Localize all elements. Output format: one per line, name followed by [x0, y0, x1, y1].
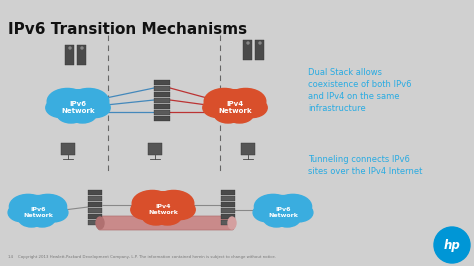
Ellipse shape [8, 203, 36, 222]
Bar [78, 45, 86, 65]
Text: IPv6
Network: IPv6 Network [23, 207, 53, 218]
Ellipse shape [39, 203, 68, 222]
Ellipse shape [226, 88, 266, 114]
Bar [88, 207, 102, 213]
Ellipse shape [203, 98, 234, 118]
Ellipse shape [274, 194, 311, 219]
Bar [241, 143, 255, 155]
Bar [244, 40, 253, 60]
Ellipse shape [214, 105, 242, 123]
Ellipse shape [154, 207, 182, 225]
Ellipse shape [29, 210, 55, 227]
Ellipse shape [274, 210, 300, 227]
Bar [154, 92, 170, 97]
Bar [88, 196, 102, 201]
Ellipse shape [259, 42, 261, 44]
Bar [221, 196, 235, 201]
Ellipse shape [237, 98, 267, 118]
Ellipse shape [9, 194, 47, 219]
Text: IPv6 Transition Mechanisms: IPv6 Transition Mechanisms [8, 22, 247, 37]
Ellipse shape [29, 194, 67, 219]
Bar [221, 207, 235, 213]
Ellipse shape [47, 88, 88, 114]
Ellipse shape [68, 88, 109, 114]
Ellipse shape [218, 102, 252, 122]
Ellipse shape [22, 207, 54, 226]
Bar [221, 219, 235, 225]
Ellipse shape [50, 90, 106, 120]
Bar [154, 85, 170, 90]
Ellipse shape [81, 47, 83, 49]
Bar [154, 110, 170, 114]
Bar [61, 143, 75, 155]
Ellipse shape [267, 207, 299, 226]
Text: Dual Stack allows
coexistence of both IPv6
and IPv4 on the same
infrastructure: Dual Stack allows coexistence of both IP… [308, 68, 411, 114]
Ellipse shape [204, 88, 245, 114]
Bar [221, 189, 235, 194]
Ellipse shape [247, 42, 249, 44]
Ellipse shape [69, 105, 97, 123]
Ellipse shape [69, 47, 71, 49]
Text: IPv4
Network: IPv4 Network [218, 101, 252, 114]
Ellipse shape [226, 105, 254, 123]
Ellipse shape [164, 200, 195, 220]
Bar [154, 103, 170, 109]
Bar [154, 98, 170, 102]
Text: hp: hp [444, 239, 460, 251]
Ellipse shape [132, 190, 173, 216]
Ellipse shape [46, 98, 77, 118]
Ellipse shape [146, 204, 180, 224]
Ellipse shape [228, 217, 236, 229]
Ellipse shape [253, 203, 282, 222]
Text: IPv6
Network: IPv6 Network [61, 101, 95, 114]
Ellipse shape [12, 196, 64, 225]
Text: Tunneling connects IPv6
sites over the IPv4 Internet: Tunneling connects IPv6 sites over the I… [308, 155, 422, 176]
FancyBboxPatch shape [98, 216, 234, 230]
Bar [88, 202, 102, 206]
Ellipse shape [154, 190, 194, 216]
Text: IPv4
Network: IPv4 Network [148, 204, 178, 215]
Ellipse shape [207, 90, 263, 120]
Bar [255, 40, 264, 60]
Bar [88, 189, 102, 194]
Circle shape [434, 227, 470, 263]
Ellipse shape [96, 217, 104, 229]
Ellipse shape [257, 196, 309, 225]
Ellipse shape [142, 207, 170, 225]
Text: 14    Copyright 2013 Hewlett-Packard Development Company, L.P. The information c: 14 Copyright 2013 Hewlett-Packard Develo… [8, 255, 276, 259]
Ellipse shape [80, 98, 110, 118]
Ellipse shape [264, 210, 290, 227]
Ellipse shape [57, 105, 85, 123]
Ellipse shape [61, 102, 95, 122]
Bar [154, 115, 170, 120]
Bar [221, 202, 235, 206]
Bar [88, 214, 102, 218]
Ellipse shape [135, 192, 191, 222]
Text: IPv6
Network: IPv6 Network [268, 207, 298, 218]
Ellipse shape [18, 210, 45, 227]
Ellipse shape [131, 200, 162, 220]
Bar [154, 80, 170, 85]
Bar [221, 214, 235, 218]
Bar [65, 45, 74, 65]
Ellipse shape [284, 203, 313, 222]
Bar [88, 219, 102, 225]
Ellipse shape [255, 194, 292, 219]
Bar [148, 143, 162, 155]
